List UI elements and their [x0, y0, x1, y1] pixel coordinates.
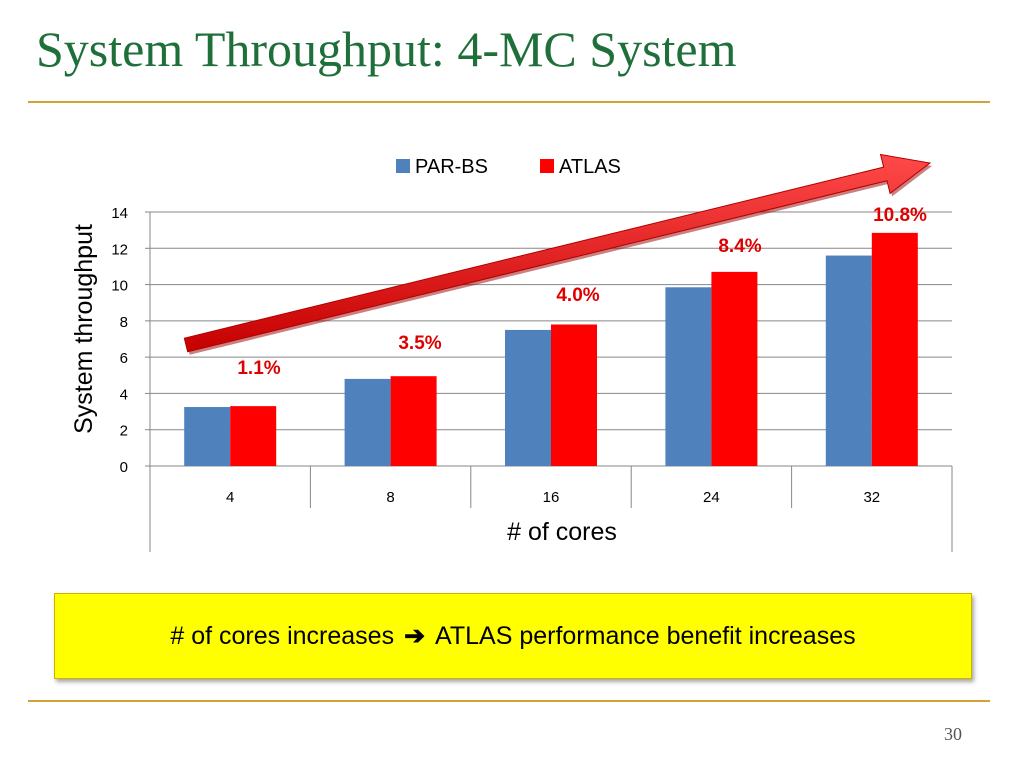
bars: [184, 232, 918, 466]
callout-right-text: ATLAS performance benefit increases: [435, 621, 856, 650]
slide-title: System Throughput: 4-MC System: [36, 21, 737, 77]
x-tick-label: 4: [226, 489, 234, 506]
right-arrow-icon: ➔: [404, 622, 426, 650]
legend-swatch-atlas: [540, 159, 554, 173]
y-axis-title: System throughput: [70, 224, 98, 434]
bar-par-bs-8: [344, 378, 391, 466]
improvement-label: 1.1%: [237, 358, 280, 379]
bar-par-bs-16: [505, 329, 551, 466]
title-divider: [28, 101, 990, 103]
legend-label: PAR-BS: [415, 156, 488, 178]
page-number: 30: [944, 724, 962, 744]
legend-swatch-par-bs: [396, 159, 410, 173]
y-tick-label: 6: [120, 350, 128, 367]
bar-atlas-32: [871, 232, 918, 466]
x-tick-label: 32: [863, 489, 880, 506]
y-tick-label: 4: [120, 386, 128, 403]
trend-arrow: [183, 153, 933, 355]
bar-par-bs-4: [184, 407, 231, 466]
improvement-label: 3.5%: [398, 333, 441, 354]
bar-atlas-24: [711, 271, 758, 466]
y-tick-label: 2: [120, 423, 128, 440]
x-tick-label: 24: [703, 489, 720, 506]
x-tick-label: 16: [543, 489, 560, 506]
improvement-label: 10.8%: [873, 205, 927, 226]
improvement-label: 8.4%: [718, 236, 761, 257]
bar-atlas-16: [551, 324, 597, 466]
x-axis-title: # of cores: [507, 518, 617, 546]
y-tick-label: 0: [120, 459, 128, 476]
bar-par-bs-24: [665, 287, 712, 466]
y-tick-label: 14: [111, 205, 128, 222]
legend-label: ATLAS: [559, 156, 621, 178]
y-tick-label: 8: [120, 314, 128, 331]
bar-atlas-4: [230, 406, 277, 466]
callout-box: # of cores increases ➔ ATLAS performance…: [54, 593, 972, 679]
trend-arrow-icon: [183, 153, 932, 353]
y-tick-label: 12: [111, 241, 128, 258]
footer-divider: [28, 700, 990, 702]
x-tick-label: 8: [386, 489, 394, 506]
improvement-label: 4.0%: [556, 285, 599, 306]
y-tick-label: 10: [111, 278, 128, 295]
bar-par-bs-32: [825, 255, 872, 466]
bar-atlas-8: [390, 376, 437, 466]
callout-left-text: # of cores increases: [170, 621, 395, 650]
